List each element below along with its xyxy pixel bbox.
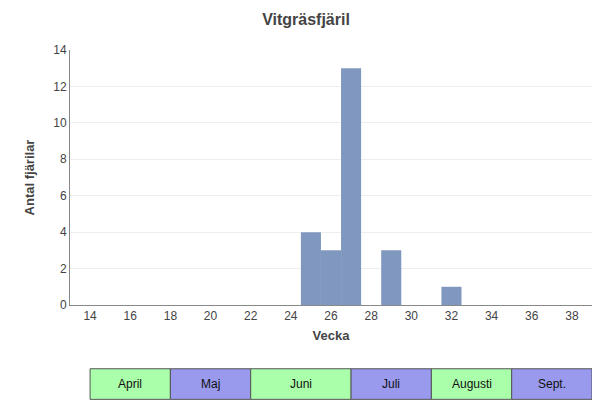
svg-text:8: 8 bbox=[60, 152, 67, 166]
svg-text:Vitgräsfjäril: Vitgräsfjäril bbox=[262, 11, 350, 28]
svg-text:20: 20 bbox=[204, 309, 218, 323]
svg-text:6: 6 bbox=[60, 189, 67, 203]
svg-text:April: April bbox=[118, 377, 142, 391]
svg-text:30: 30 bbox=[405, 309, 419, 323]
svg-text:Vecka: Vecka bbox=[313, 328, 351, 343]
svg-text:4: 4 bbox=[60, 225, 67, 239]
svg-text:Antal fjärilar: Antal fjärilar bbox=[22, 140, 37, 216]
svg-text:22: 22 bbox=[244, 309, 258, 323]
svg-text:34: 34 bbox=[485, 309, 499, 323]
svg-text:16: 16 bbox=[124, 309, 138, 323]
svg-text:Juni: Juni bbox=[290, 377, 312, 391]
svg-text:14: 14 bbox=[53, 43, 67, 57]
svg-text:28: 28 bbox=[364, 309, 378, 323]
svg-text:10: 10 bbox=[53, 116, 67, 130]
svg-text:12: 12 bbox=[53, 80, 67, 94]
svg-text:18: 18 bbox=[164, 309, 178, 323]
svg-text:24: 24 bbox=[284, 309, 298, 323]
svg-text:Juli: Juli bbox=[382, 377, 400, 391]
svg-text:26: 26 bbox=[324, 309, 338, 323]
svg-text:Augusti: Augusti bbox=[452, 377, 492, 391]
svg-text:2: 2 bbox=[60, 262, 67, 276]
svg-text:Sept.: Sept. bbox=[538, 377, 566, 391]
svg-text:0: 0 bbox=[60, 298, 67, 312]
svg-text:32: 32 bbox=[445, 309, 459, 323]
svg-text:38: 38 bbox=[565, 309, 579, 323]
svg-text:Maj: Maj bbox=[201, 377, 220, 391]
svg-text:36: 36 bbox=[525, 309, 539, 323]
svg-text:14: 14 bbox=[83, 309, 97, 323]
